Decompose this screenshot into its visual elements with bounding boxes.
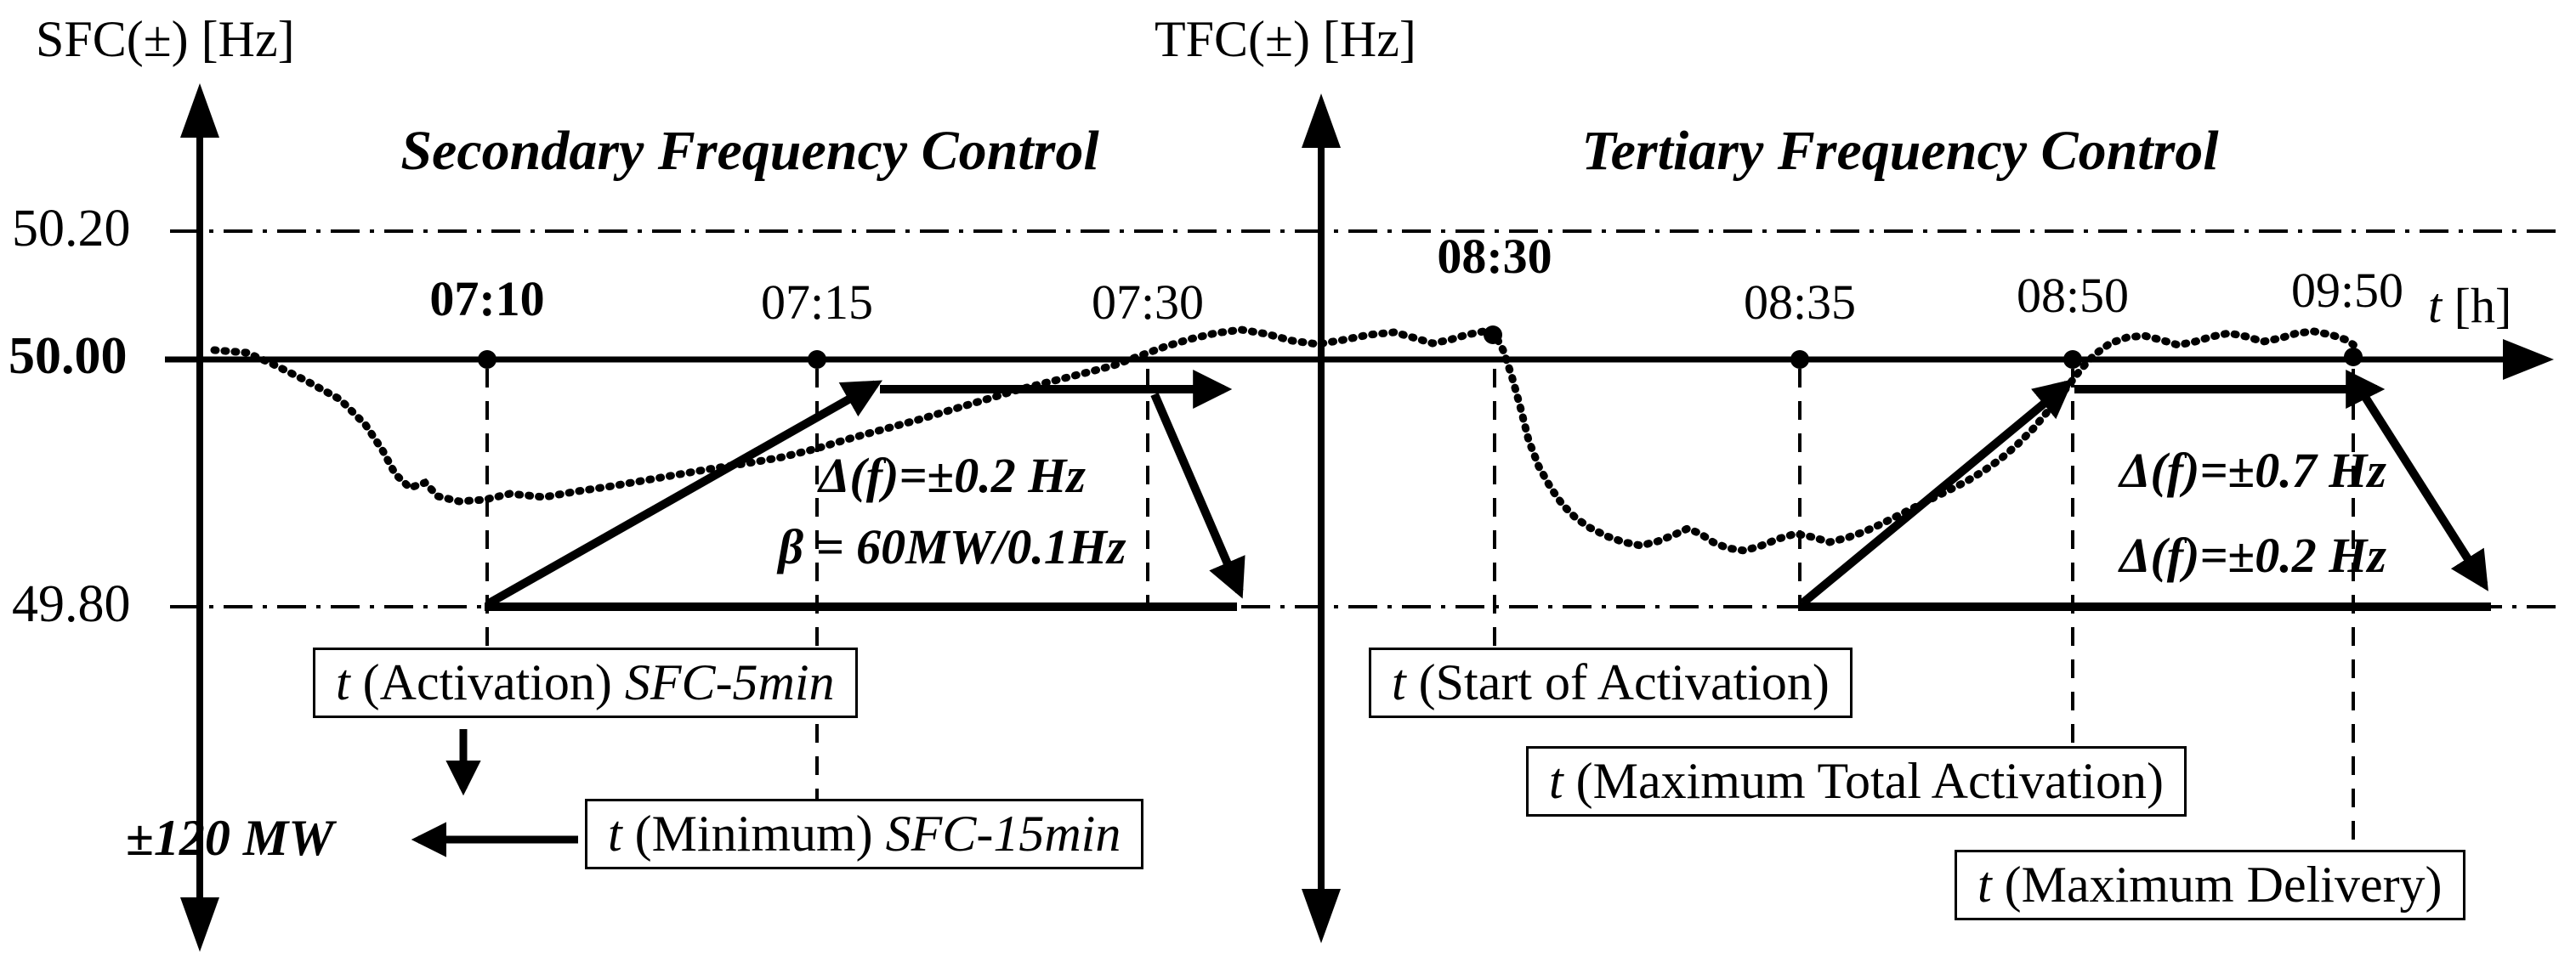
time-label-0835: 08:35 bbox=[1743, 274, 1857, 330]
tfc-y-axis bbox=[1302, 93, 1341, 943]
tfc-axis-up-arrow bbox=[1302, 93, 1341, 148]
time-label-0730: 07:30 bbox=[1091, 274, 1205, 330]
time-label-0710: 07:10 bbox=[429, 271, 545, 326]
sfc-y-axis bbox=[180, 83, 219, 952]
sfc-axis-up-arrow bbox=[180, 83, 219, 138]
sfc-activation-box-suffix: SFC-5min bbox=[624, 654, 835, 710]
x-axis-arrow bbox=[2503, 339, 2554, 380]
time-marker-lines bbox=[485, 369, 2355, 884]
tfc-start-box-rest: (Start of Activation) bbox=[1405, 654, 1830, 710]
time-label-0950: 09:50 bbox=[2290, 263, 2404, 318]
sfc-axis-down-arrow bbox=[180, 897, 219, 952]
sfc-power-label: ±120 MW bbox=[126, 810, 334, 866]
tfc-max-total-box: t (Maximum Total Activation) bbox=[1526, 746, 2187, 817]
tfc-axis-label: TFC(±) [Hz] bbox=[1155, 11, 1416, 67]
tfc-max-total-box-t: t bbox=[1549, 753, 1563, 809]
tfc-ramp-up-arrow bbox=[1799, 379, 2074, 607]
tfc-max-delivery-box-rest: (Maximum Delivery) bbox=[1991, 857, 2443, 913]
tfc-start-box-t: t bbox=[1392, 654, 1406, 710]
sfc-ramp-up-arrow bbox=[486, 380, 883, 608]
tfc-title: Tertiary Frequency Control bbox=[1581, 120, 2219, 182]
tfc-delta-f-max-label: Δ(f)=±0.7 Hz bbox=[2119, 443, 2386, 498]
time-label-0715: 07:15 bbox=[760, 274, 874, 330]
tfc-delta-f-min-label: Δ(f)=±0.2 Hz bbox=[2119, 528, 2386, 583]
sfc-title: Secondary Frequency Control bbox=[400, 120, 1099, 182]
sfc-minimum-box-t: t bbox=[608, 806, 622, 862]
sfc-release-arrow bbox=[1150, 393, 1245, 599]
dot-0715 bbox=[808, 350, 826, 369]
time-label-0830: 08:30 bbox=[1437, 229, 1552, 284]
x-axis bbox=[165, 339, 2554, 380]
sfc-activation-box-rest: (Activation) bbox=[349, 654, 625, 710]
x-axis-label-unit: [h] bbox=[2442, 278, 2512, 333]
tfc-start-box: t (Start of Activation) bbox=[1369, 648, 1853, 718]
sfc-activation-box-t: t bbox=[336, 654, 350, 710]
tfc-max-delivery-box-t: t bbox=[1977, 857, 1992, 913]
tfc-release-arrow bbox=[2359, 392, 2488, 591]
sfc-minimum-box: t (Minimum) SFC-15min bbox=[585, 799, 1144, 869]
tfc-activation-envelope bbox=[1798, 370, 2491, 611]
axis-dots bbox=[478, 325, 2363, 369]
sfc-minimum-box-suffix: SFC-15min bbox=[885, 806, 1121, 862]
sfc-activation-envelope bbox=[485, 370, 1245, 611]
sfc-axis-label: SFC(±) [Hz] bbox=[36, 11, 295, 67]
ytick-49-80: 49.80 bbox=[12, 575, 131, 633]
frequency-trace bbox=[210, 325, 2359, 555]
dot-0835 bbox=[1790, 350, 1809, 369]
dot-0830 bbox=[1484, 325, 1502, 344]
dot-0710 bbox=[478, 350, 496, 369]
tfc-max-total-box-rest: (Maximum Total Activation) bbox=[1563, 753, 2164, 809]
ytick-50-20: 50.20 bbox=[12, 200, 131, 257]
ytick-50-00: 50.00 bbox=[9, 327, 128, 385]
sfc-activation-box: t (Activation) SFC-5min bbox=[313, 648, 858, 718]
sfc-beta-label: β = 60MW/0.1Hz bbox=[778, 519, 1126, 574]
x-axis-label: t [h] bbox=[2428, 277, 2511, 334]
dot-0950 bbox=[2344, 348, 2363, 366]
tfc-max-delivery-box: t (Maximum Delivery) bbox=[1955, 850, 2465, 920]
sfc-delta-f-label: Δ(f)=±0.2 Hz bbox=[819, 448, 1086, 503]
dot-0850 bbox=[2063, 350, 2082, 369]
sfc-minimum-box-rest: (Minimum) bbox=[621, 806, 886, 862]
tfc-axis-down-arrow bbox=[1302, 889, 1341, 943]
x-axis-label-t: t bbox=[2428, 278, 2443, 333]
time-label-0850: 08:50 bbox=[2016, 268, 2130, 323]
